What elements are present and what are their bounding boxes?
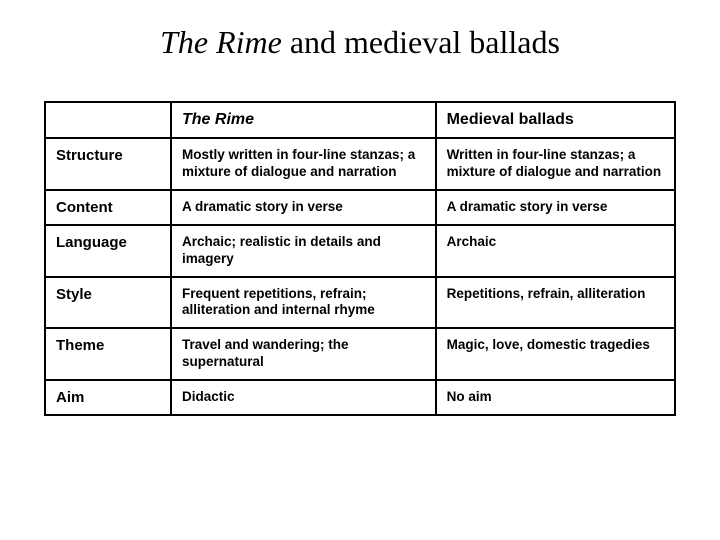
- header-col1-text: The Rime: [182, 111, 254, 128]
- header-empty: [45, 102, 171, 138]
- cell-col2: Magic, love, domestic tragedies: [436, 328, 675, 380]
- cell-col1: Travel and wandering; the supernatural: [171, 328, 436, 380]
- row-label: Language: [45, 225, 171, 277]
- cell-col1: A dramatic story in verse: [171, 190, 436, 225]
- table-row: Structure Mostly written in four-line st…: [45, 138, 675, 190]
- cell-col2: Written in four-line stanzas; a mixture …: [436, 138, 675, 190]
- table-row: Style Frequent repetitions, refrain; all…: [45, 277, 675, 329]
- table-row: Theme Travel and wandering; the supernat…: [45, 328, 675, 380]
- table-row: Content A dramatic story in verse A dram…: [45, 190, 675, 225]
- cell-col1: Mostly written in four-line stanzas; a m…: [171, 138, 436, 190]
- title-italic: The Rime: [160, 24, 282, 60]
- comparison-table: The Rime Medieval ballads Structure Most…: [44, 101, 676, 416]
- table-row: Language Archaic; realistic in details a…: [45, 225, 675, 277]
- cell-col1: Archaic; realistic in details and imager…: [171, 225, 436, 277]
- row-label: Structure: [45, 138, 171, 190]
- cell-col2: Repetitions, refrain, alliteration: [436, 277, 675, 329]
- row-label: Content: [45, 190, 171, 225]
- cell-col2: Archaic: [436, 225, 675, 277]
- cell-col1: Didactic: [171, 380, 436, 415]
- header-col1: The Rime: [171, 102, 436, 138]
- cell-col2: A dramatic story in verse: [436, 190, 675, 225]
- cell-col1: Frequent repetitions, refrain; alliterat…: [171, 277, 436, 329]
- row-label: Theme: [45, 328, 171, 380]
- table-header-row: The Rime Medieval ballads: [45, 102, 675, 138]
- title-rest: and medieval ballads: [282, 24, 560, 60]
- header-col2: Medieval ballads: [436, 102, 675, 138]
- table-row: Aim Didactic No aim: [45, 380, 675, 415]
- page-title: The Rime and medieval ballads: [44, 24, 676, 61]
- cell-col2: No aim: [436, 380, 675, 415]
- row-label: Aim: [45, 380, 171, 415]
- row-label: Style: [45, 277, 171, 329]
